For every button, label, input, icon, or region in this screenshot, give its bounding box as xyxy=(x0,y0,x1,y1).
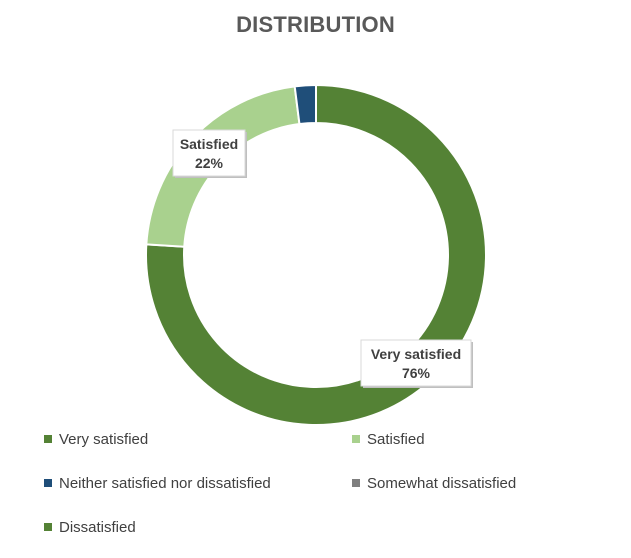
legend-item-satisfied: Satisfied xyxy=(352,428,604,450)
data-labels: Very satisfied 76% Satisfied 22% xyxy=(172,129,473,388)
legend-label: Dissatisfied xyxy=(59,518,136,536)
data-label-value: 76% xyxy=(402,365,431,381)
data-label-very-satisfied: Very satisfied 76% xyxy=(360,339,473,388)
legend-item-neither-satisfied-nor-dissatisfied: Neither satisfied nor dissatisfied xyxy=(44,472,352,494)
legend-label: Neither satisfied nor dissatisfied xyxy=(59,474,271,492)
legend-item-dissatisfied: Dissatisfied xyxy=(44,516,352,538)
legend-swatch xyxy=(44,523,52,531)
slice-very-satisfied xyxy=(145,83,487,426)
legend-label: Somewhat dissatisfied xyxy=(367,474,517,492)
data-label-box xyxy=(172,129,246,177)
donut-slices xyxy=(145,83,487,426)
legend-item-very-satisfied: Very satisfied xyxy=(44,428,352,450)
legend: Very satisfied Satisfied Neither satisfied… xyxy=(44,428,604,538)
legend-swatch xyxy=(44,479,52,487)
legend-swatch xyxy=(44,435,52,443)
legend-label: Very satisfied xyxy=(59,430,149,448)
data-label-category: Very satisfied xyxy=(371,346,461,362)
data-label-value: 22% xyxy=(195,155,224,171)
legend-swatch xyxy=(352,435,360,443)
data-label-box xyxy=(360,339,472,387)
slice-neither-satisfied-nor-dissatisfied xyxy=(293,83,317,126)
data-label-satisfied: Satisfied 22% xyxy=(172,129,247,178)
chart-title: DISTRIBUTION xyxy=(236,12,395,37)
legend-item-somewhat-dissatisfied: Somewhat dissatisfied xyxy=(352,472,604,494)
legend-swatch xyxy=(352,479,360,487)
data-label-category: Satisfied xyxy=(180,136,238,152)
legend-label: Satisfied xyxy=(367,430,425,448)
